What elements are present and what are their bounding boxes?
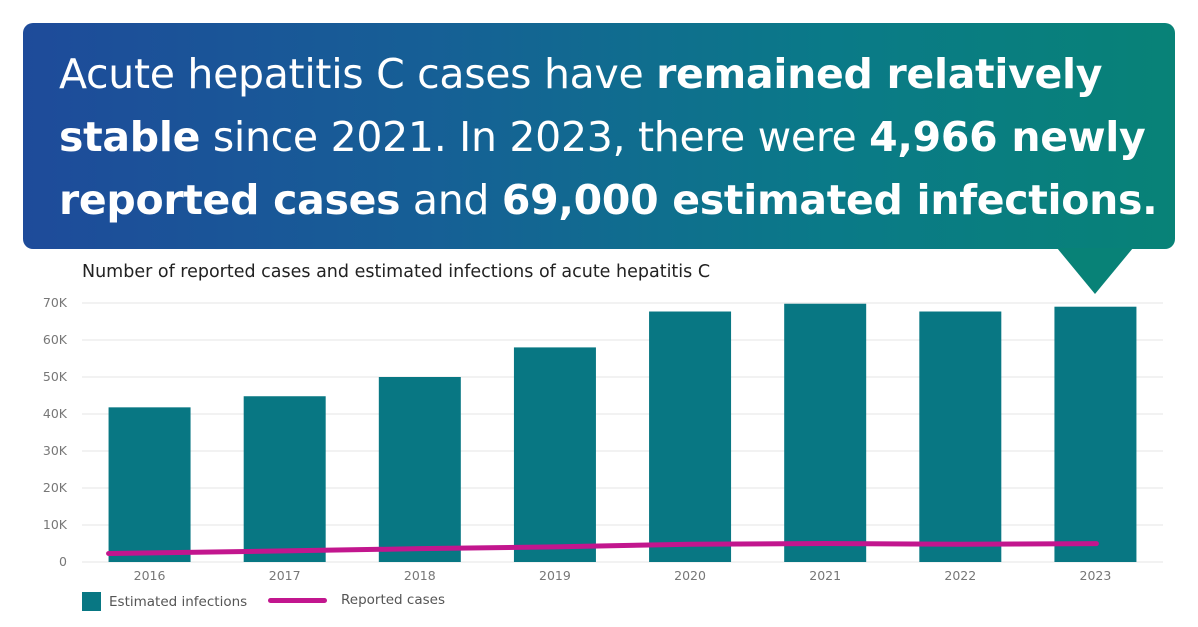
legend-item-estimated-infections: Estimated infections [82, 592, 247, 611]
bar [378, 377, 461, 562]
bar [1054, 306, 1137, 562]
chart-title: Number of reported cases and estimated i… [82, 262, 711, 282]
headline-part: since 2021. In 2023, there were [200, 113, 870, 161]
bar [784, 303, 867, 562]
headline-banner: Acute hepatitis C cases have remained re… [23, 23, 1175, 249]
legend-item-reported-cases: Reported cases [268, 592, 445, 608]
y-tick-label: 60K [43, 332, 68, 347]
headline-part: Acute hepatitis C cases have [59, 50, 657, 98]
y-tick-label: 40K [43, 406, 68, 421]
x-tick-label: 2017 [269, 568, 301, 583]
bar [513, 347, 596, 562]
bar [108, 407, 191, 562]
y-tick-label: 10K [43, 517, 68, 532]
y-tick-label: 20K [43, 480, 68, 495]
x-tick-label: 2019 [539, 568, 571, 583]
down-arrow-icon [1057, 248, 1133, 294]
x-tick-label: 2020 [674, 568, 706, 583]
reported-cases-line [106, 541, 1099, 556]
headline-part: 4,966 newly reported cases [59, 113, 1146, 224]
x-tick-label: 2018 [404, 568, 436, 583]
legend-swatch-line [268, 597, 327, 603]
y-tick-label: 70K [43, 295, 68, 310]
legend-swatch-bar [82, 592, 101, 611]
x-tick-label: 2021 [809, 568, 841, 583]
y-tick-label: 50K [43, 369, 68, 384]
bar [243, 396, 326, 562]
bar [649, 311, 732, 562]
x-tick-label: 2023 [1080, 568, 1112, 583]
y-tick-label: 0 [59, 554, 67, 569]
headline-part: remained relatively stable [59, 50, 1103, 161]
headline-text: Acute hepatitis C cases have remained re… [59, 43, 1165, 232]
x-tick-label: 2016 [134, 568, 166, 583]
y-tick-label: 30K [43, 443, 68, 458]
down-arrow-shape [1057, 248, 1133, 294]
x-tick-label: 2022 [944, 568, 976, 583]
legend-label-estimated-infections: Estimated infections [109, 593, 248, 610]
headline-part: and [400, 176, 502, 224]
legend-label-reported-cases: Reported cases [341, 592, 445, 608]
bar [919, 311, 1002, 562]
headline-part: 69,000 estimated infections. [501, 176, 1158, 224]
